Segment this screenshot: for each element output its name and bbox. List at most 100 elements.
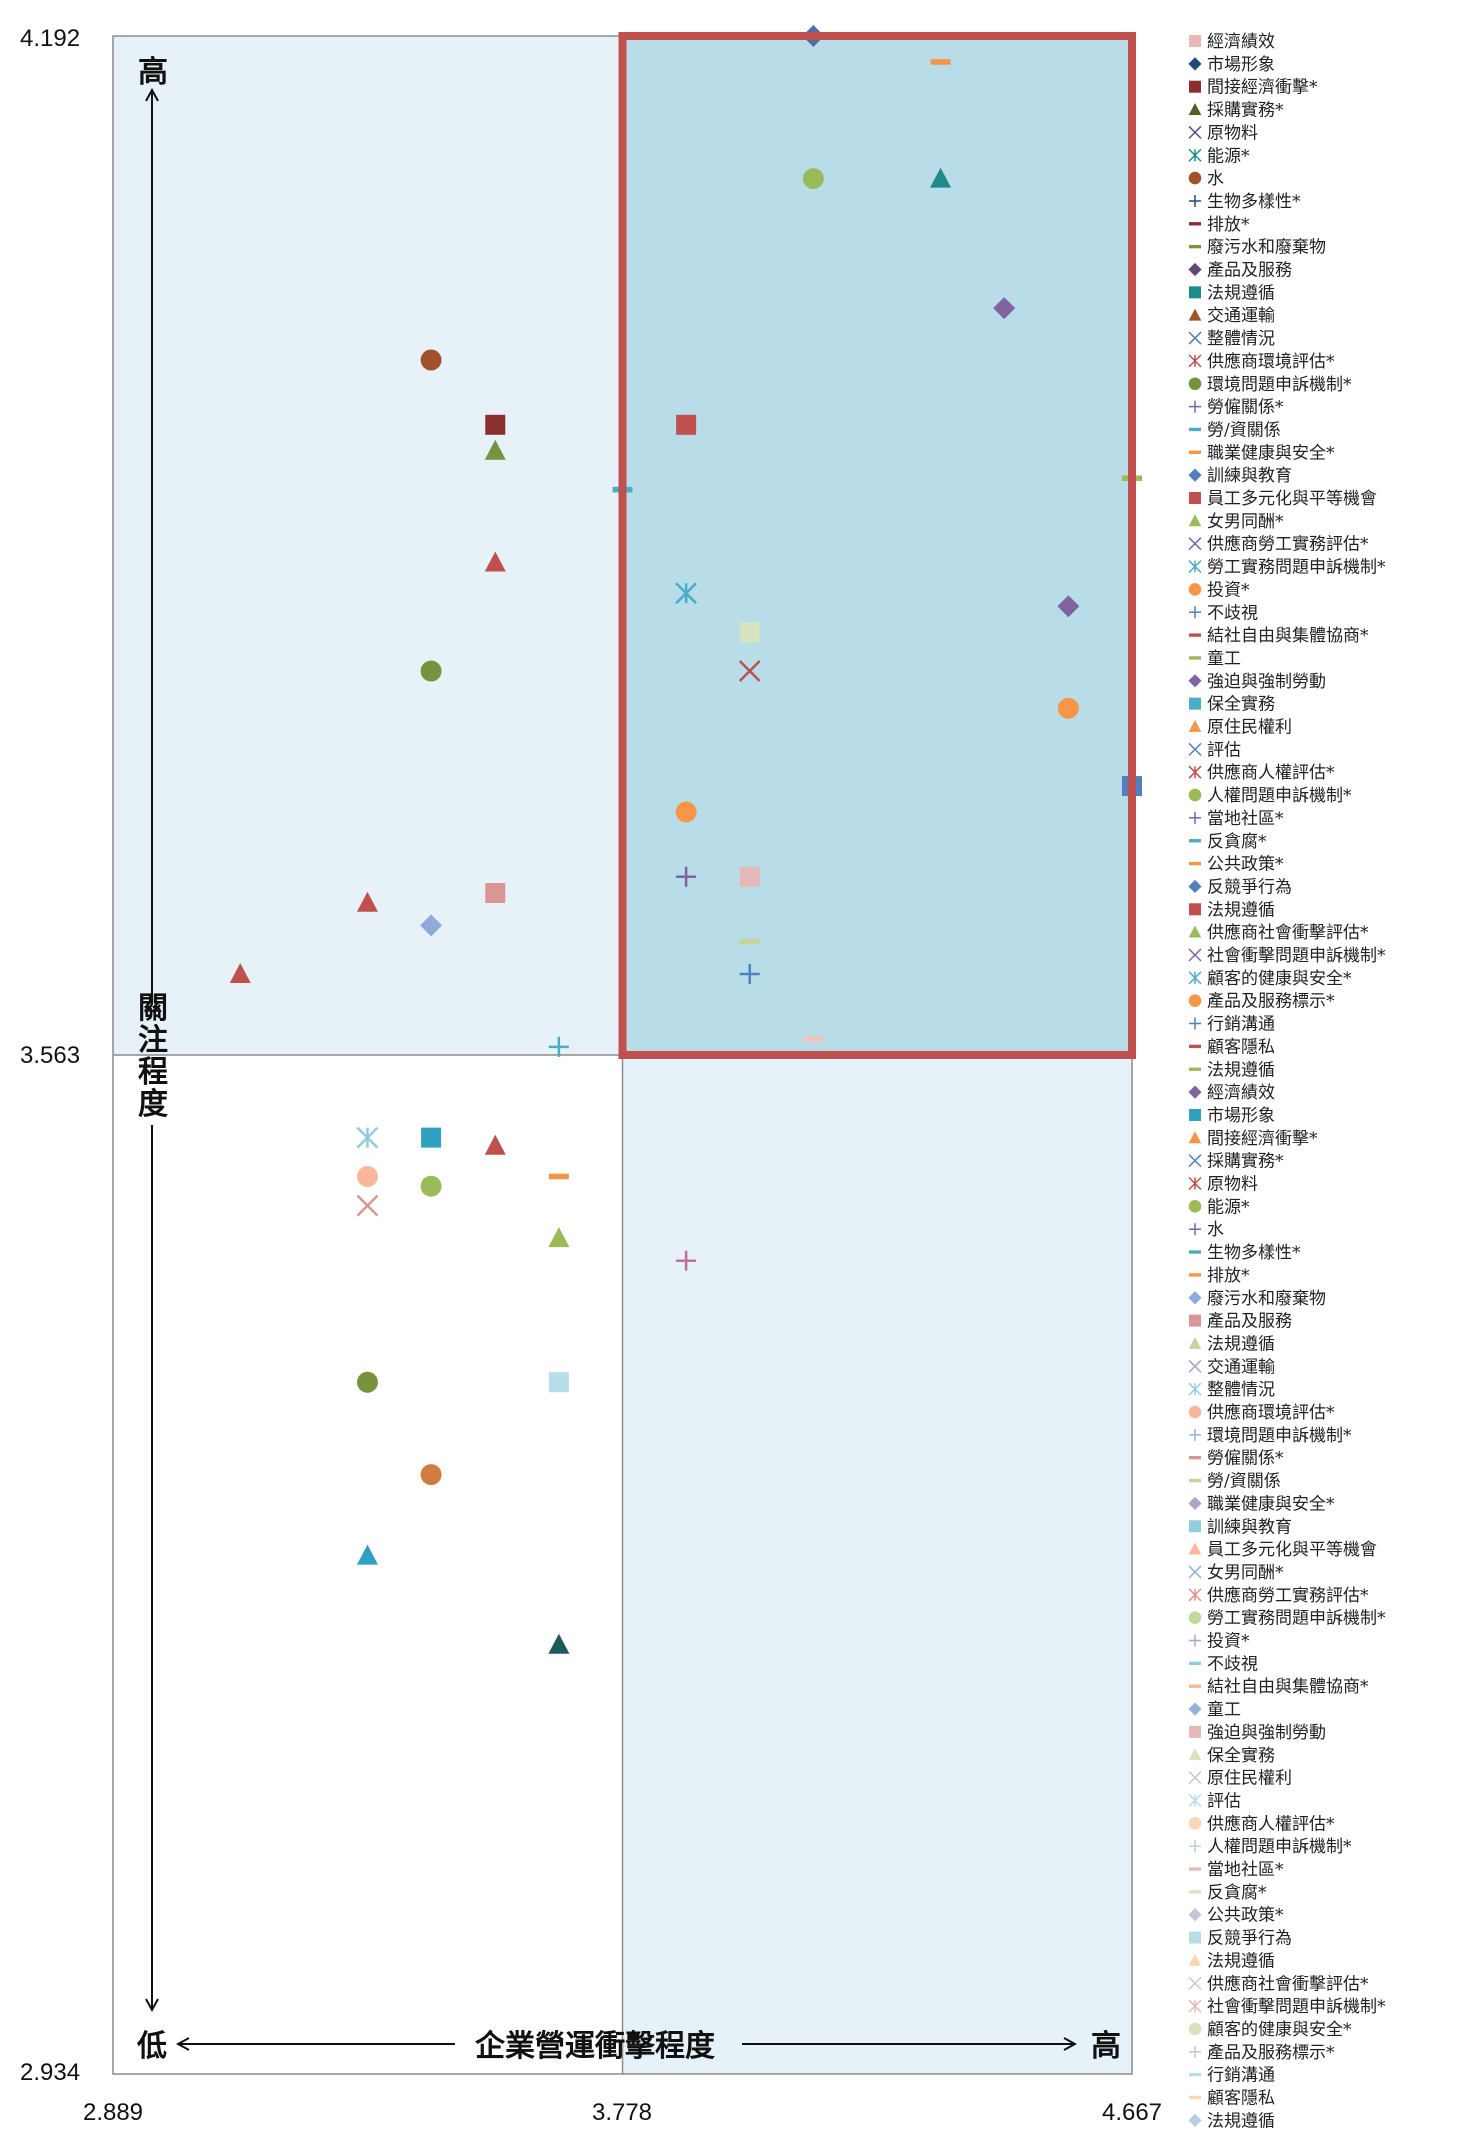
legend-item: 供應商人權評估*: [1188, 762, 1335, 783]
x-high-label: 高: [1091, 2029, 1121, 2064]
legend-label: 行銷溝通: [1207, 2066, 1275, 2086]
legend-item: 投資*: [1189, 1632, 1250, 1652]
legend-marker: [1189, 2072, 1201, 2077]
quadrant-bottom-right: [622, 1055, 1132, 2074]
legend-item: 產品及服務標示*: [1188, 992, 1335, 1012]
legend-marker: [1188, 1908, 1202, 1922]
legend-label: 顧客隱私: [1207, 1037, 1275, 1057]
data-point: [420, 660, 442, 682]
legend-marker: [1189, 450, 1201, 454]
legend-marker: [1188, 354, 1202, 368]
legend-label: 供應商人權評估*: [1207, 1813, 1335, 1834]
legend-item: 產品及服務: [1188, 261, 1292, 281]
legend-item: 不歧視: [1189, 1654, 1258, 1674]
data-point: [484, 439, 506, 460]
legend-item: 市場形象: [1188, 55, 1275, 75]
data-point: [356, 1371, 378, 1393]
data-point: [676, 866, 697, 887]
legend-marker: [1189, 1725, 1201, 1738]
legend-label: 勞僱關係*: [1207, 1449, 1284, 1469]
legend-marker: [1188, 262, 1202, 277]
legend-item: 整體情況: [1188, 1380, 1275, 1400]
data-point: [739, 938, 760, 945]
legend-item: 不歧視: [1189, 603, 1258, 623]
legend-label: 採購實務*: [1207, 1152, 1284, 1172]
legend-label: 原住民權利: [1207, 1769, 1292, 1789]
legend-marker: [1188, 719, 1202, 732]
legend-marker: [1189, 2095, 1201, 2100]
legend-item: 採購實務*: [1188, 101, 1284, 121]
legend-label: 結社自由與集體協商*: [1207, 1677, 1369, 1697]
legend-marker: [1189, 2045, 1201, 2058]
legend-label: 員工多元化與平等機會: [1207, 489, 1377, 509]
legend-label: 法規遵循: [1207, 1060, 1275, 1080]
legend-label: 法規遵循: [1207, 1951, 1275, 1971]
legend-item: 採購實務*: [1188, 1152, 1284, 1172]
y-high-label: 高: [138, 55, 168, 90]
legend-item: 勞工實務問題申訴機制*: [1188, 558, 1386, 578]
legend-label: 經濟績效: [1207, 1083, 1275, 1103]
legend-item: 環境問題申訴機制*: [1189, 1426, 1352, 1446]
legend-marker: [1189, 1067, 1201, 1071]
data-point: [802, 168, 824, 190]
legend-marker: [1189, 903, 1201, 916]
data-point: [548, 1036, 569, 1057]
legend-item: 女男同酬*: [1188, 512, 1284, 532]
legend-item: 社會衝擊問題申訴機制*: [1188, 1997, 1386, 2017]
legend-marker: [1188, 514, 1202, 527]
legend-label: 童工: [1207, 1700, 1241, 1720]
legend-marker: [1189, 1520, 1201, 1533]
x-tick-label: 4.667: [1102, 2099, 1162, 2126]
legend-marker: [1188, 1702, 1202, 1716]
data-point: [356, 891, 378, 912]
legend-item: 供應商勞工實務評估*: [1188, 534, 1369, 555]
legend-label: 供應商勞工實務評估*: [1207, 1585, 1369, 1606]
legend-item: 員工多元化與平等機會: [1189, 489, 1377, 509]
legend-label: 供應商環境評估*: [1207, 1402, 1335, 1423]
legend-marker: [1189, 1478, 1201, 1483]
legend-item: 供應商社會衝擊評估*: [1188, 922, 1369, 943]
legend-item: 市場形象: [1189, 1106, 1275, 1126]
legend-marker: [1188, 971, 1202, 985]
legend-label: 職業健康與安全*: [1207, 1494, 1335, 1514]
legend-marker: [1188, 102, 1202, 115]
legend-marker: [1188, 1748, 1202, 1761]
legend-item: 法規遵循: [1188, 1334, 1275, 1354]
data-point: [420, 1175, 442, 1197]
legend-marker: [1189, 1017, 1201, 1030]
legend-marker: [1189, 1840, 1201, 1853]
legend-marker: [1188, 1611, 1202, 1624]
x-axis-title: 企業營運衝擊程度: [475, 2029, 715, 2064]
legend-label: 反競爭行為: [1207, 877, 1292, 897]
legend-label: 整體情況: [1207, 329, 1275, 349]
legend-label: 勞/資關係: [1207, 420, 1281, 440]
data-point: [229, 962, 251, 983]
legend-label: 訓練與教育: [1207, 1517, 1292, 1537]
legend-marker: [1188, 171, 1202, 185]
legend-label: 間接經濟衝擊*: [1207, 1129, 1318, 1149]
legend-marker: [1188, 2022, 1202, 2036]
legend-label: 投資*: [1207, 580, 1250, 600]
data-point: [548, 1633, 570, 1654]
legend-label: 顧客的健康與安全*: [1207, 969, 1352, 989]
legend-label: 保全實務: [1207, 695, 1275, 715]
legend-item: 顧客的健康與安全*: [1188, 2020, 1352, 2040]
data-point: [739, 622, 760, 643]
y-axis-title-char: 度: [138, 1087, 168, 1122]
legend-label: 反貪腐*: [1207, 831, 1267, 852]
legend-marker: [1188, 925, 1202, 938]
legend-marker: [1189, 1661, 1201, 1666]
legend-item: 顧客隱私: [1189, 2089, 1275, 2109]
legend-item: 產品及服務: [1189, 1312, 1292, 1332]
legend-item: 原物料: [1188, 1175, 1258, 1195]
legend-item: 水: [1188, 169, 1224, 189]
data-point: [993, 297, 1016, 320]
legend-item: 交通運輸: [1188, 306, 1275, 326]
legend-item: 生物多樣性*: [1189, 1243, 1301, 1263]
data-point: [930, 167, 952, 188]
legend-marker: [1189, 656, 1201, 660]
legend-marker: [1188, 1976, 1202, 1990]
legend-item: 反貪腐*: [1189, 1882, 1267, 1903]
legend-item: 行銷溝通: [1189, 2066, 1275, 2086]
legend-marker: [1188, 994, 1202, 1007]
